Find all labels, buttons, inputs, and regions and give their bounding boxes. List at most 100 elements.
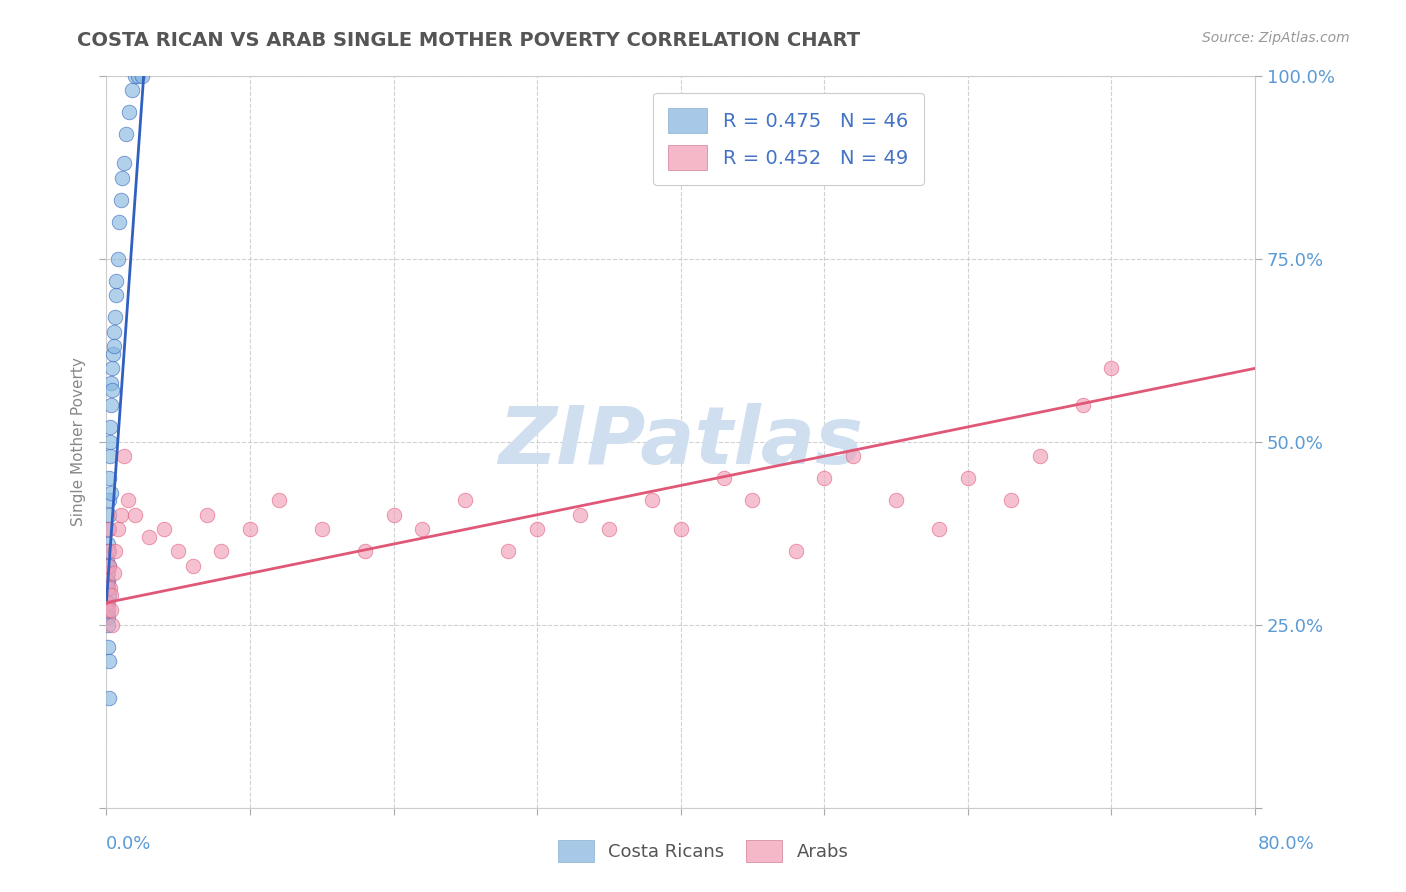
- Point: [97, 544, 120, 558]
- Point: [127, 69, 149, 83]
- Point: [103, 339, 125, 353]
- Point: [121, 83, 143, 97]
- Point: [97, 544, 120, 558]
- Point: [108, 215, 131, 229]
- Point: [97, 566, 120, 581]
- Point: [124, 69, 146, 83]
- Point: [785, 544, 807, 558]
- Legend: R = 0.475   N = 46, R = 0.452   N = 49: R = 0.475 N = 46, R = 0.452 N = 49: [652, 93, 924, 186]
- Point: [104, 310, 127, 325]
- Point: [118, 105, 141, 120]
- Point: [107, 523, 129, 537]
- Point: [209, 544, 232, 558]
- Point: [110, 508, 132, 522]
- Point: [104, 544, 127, 558]
- Point: [112, 449, 135, 463]
- Point: [97, 610, 120, 624]
- Point: [956, 471, 979, 485]
- Point: [181, 559, 204, 574]
- Point: [110, 193, 132, 207]
- Point: [195, 508, 218, 522]
- Point: [97, 603, 120, 617]
- Point: [884, 493, 907, 508]
- Point: [105, 273, 128, 287]
- Point: [98, 471, 121, 485]
- Point: [97, 617, 120, 632]
- Point: [96, 566, 118, 581]
- Point: [153, 523, 176, 537]
- Point: [97, 523, 120, 537]
- Point: [97, 640, 120, 654]
- Point: [100, 485, 122, 500]
- Point: [96, 574, 118, 588]
- Point: [138, 530, 160, 544]
- Point: [382, 508, 405, 522]
- Text: COSTA RICAN VS ARAB SINGLE MOTHER POVERTY CORRELATION CHART: COSTA RICAN VS ARAB SINGLE MOTHER POVERT…: [77, 31, 860, 50]
- Point: [96, 559, 118, 574]
- Point: [115, 127, 138, 141]
- Point: [98, 559, 121, 574]
- Point: [97, 588, 120, 602]
- Point: [96, 581, 118, 595]
- Point: [98, 581, 121, 595]
- Point: [498, 544, 520, 558]
- Point: [96, 603, 118, 617]
- Point: [124, 508, 146, 522]
- Point: [100, 420, 122, 434]
- Point: [1028, 449, 1050, 463]
- Point: [813, 471, 835, 485]
- Point: [101, 617, 124, 632]
- Point: [526, 523, 548, 537]
- Point: [97, 508, 120, 522]
- Y-axis label: Single Mother Poverty: Single Mother Poverty: [72, 357, 86, 526]
- Point: [100, 588, 122, 602]
- Point: [1099, 361, 1122, 376]
- Point: [239, 523, 262, 537]
- Point: [454, 493, 477, 508]
- Point: [103, 566, 125, 581]
- Point: [98, 523, 121, 537]
- Point: [411, 523, 433, 537]
- Point: [96, 581, 118, 595]
- Point: [100, 398, 122, 412]
- Point: [741, 493, 763, 508]
- Point: [112, 156, 135, 170]
- Point: [641, 493, 664, 508]
- Legend: Costa Ricans, Arabs: Costa Ricans, Arabs: [550, 833, 856, 870]
- Point: [98, 449, 121, 463]
- Point: [1000, 493, 1022, 508]
- Point: [353, 544, 375, 558]
- Point: [97, 654, 120, 668]
- Point: [100, 376, 122, 390]
- Point: [842, 449, 865, 463]
- Point: [96, 596, 118, 610]
- Point: [167, 544, 190, 558]
- Point: [713, 471, 735, 485]
- Point: [96, 537, 118, 551]
- Text: 80.0%: 80.0%: [1258, 835, 1315, 853]
- Point: [131, 69, 153, 83]
- Point: [928, 523, 950, 537]
- Point: [97, 493, 120, 508]
- Point: [669, 523, 692, 537]
- Point: [101, 384, 124, 398]
- Text: Source: ZipAtlas.com: Source: ZipAtlas.com: [1202, 31, 1350, 45]
- Point: [96, 596, 118, 610]
- Point: [101, 347, 124, 361]
- Point: [267, 493, 290, 508]
- Point: [100, 603, 122, 617]
- Point: [117, 493, 139, 508]
- Point: [101, 361, 124, 376]
- Point: [311, 523, 333, 537]
- Point: [104, 288, 127, 302]
- Text: ZIPatlas: ZIPatlas: [498, 402, 863, 481]
- Point: [569, 508, 592, 522]
- Point: [96, 551, 118, 566]
- Point: [98, 690, 121, 705]
- Text: 0.0%: 0.0%: [105, 835, 150, 853]
- Point: [111, 171, 134, 186]
- Point: [598, 523, 620, 537]
- Point: [97, 559, 120, 574]
- Point: [1071, 398, 1094, 412]
- Point: [107, 252, 129, 266]
